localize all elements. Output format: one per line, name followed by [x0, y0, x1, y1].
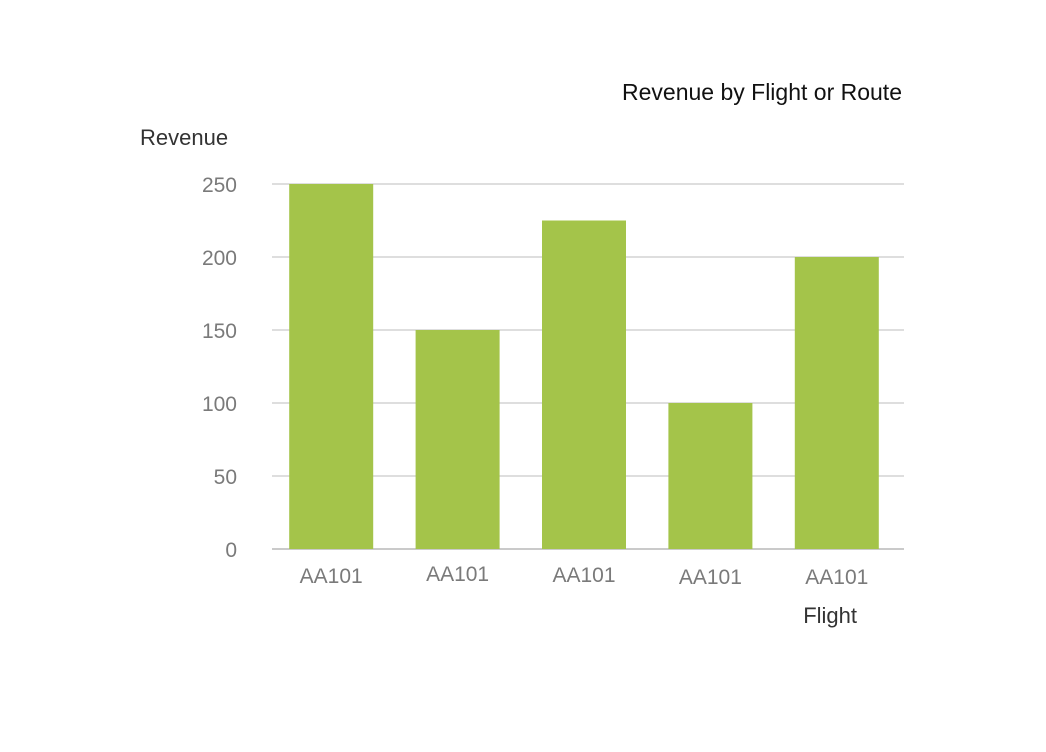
- x-tick-label: AA101: [552, 564, 615, 587]
- x-tick-label: AA101: [805, 566, 868, 589]
- y-tick-label: 100: [202, 393, 237, 416]
- bars: [289, 184, 879, 549]
- bar: [794, 257, 879, 549]
- bar: [668, 403, 753, 549]
- bar: [415, 330, 500, 549]
- y-tick-label: 50: [214, 466, 237, 489]
- y-tick-label: 250: [202, 174, 237, 197]
- y-axis-label: Revenue: [140, 125, 228, 150]
- bar: [289, 184, 374, 549]
- x-tick-label: AA101: [426, 563, 489, 586]
- bar: [542, 220, 626, 549]
- x-tick-label: AA101: [679, 566, 742, 589]
- x-tick-label: AA101: [300, 565, 363, 588]
- y-tick-label: 0: [225, 539, 237, 562]
- x-axis-ticks: AA101 AA101 AA101 AA101 AA101: [300, 563, 869, 589]
- x-axis-label: Flight: [803, 603, 857, 628]
- y-tick-label: 200: [202, 247, 237, 270]
- chart-title: Revenue by Flight or Route: [622, 79, 902, 105]
- y-tick-label: 150: [202, 320, 237, 343]
- y-axis-ticks: 0 50 100 150 200 250: [202, 174, 237, 562]
